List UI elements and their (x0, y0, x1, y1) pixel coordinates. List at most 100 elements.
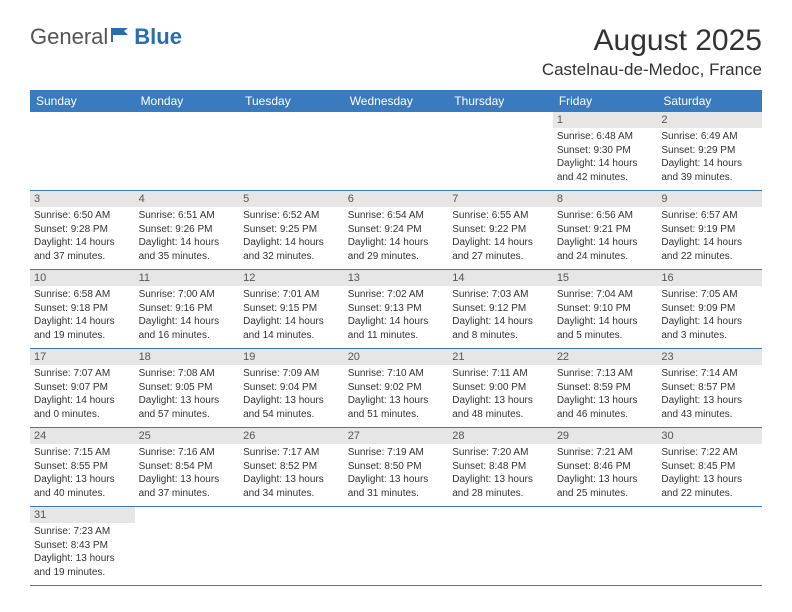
day-body: Sunrise: 7:16 AMSunset: 8:54 PMDaylight:… (135, 444, 240, 506)
day-body: Sunrise: 7:01 AMSunset: 9:15 PMDaylight:… (239, 286, 344, 348)
day-number: 11 (135, 270, 240, 286)
calendar-cell: 11Sunrise: 7:00 AMSunset: 9:16 PMDayligh… (135, 270, 240, 349)
day-number (239, 112, 344, 128)
day-number: 29 (553, 428, 658, 444)
day-number: 15 (553, 270, 658, 286)
calendar-cell (553, 507, 658, 586)
calendar-cell: 17Sunrise: 7:07 AMSunset: 9:07 PMDayligh… (30, 349, 135, 428)
day-body: Sunrise: 7:03 AMSunset: 9:12 PMDaylight:… (448, 286, 553, 348)
calendar-row: 31Sunrise: 7:23 AMSunset: 8:43 PMDayligh… (30, 507, 762, 586)
calendar-cell (239, 112, 344, 191)
day-number: 12 (239, 270, 344, 286)
calendar-row: 3Sunrise: 6:50 AMSunset: 9:28 PMDaylight… (30, 191, 762, 270)
calendar-cell: 14Sunrise: 7:03 AMSunset: 9:12 PMDayligh… (448, 270, 553, 349)
calendar-cell (135, 507, 240, 586)
day-body: Sunrise: 6:55 AMSunset: 9:22 PMDaylight:… (448, 207, 553, 269)
calendar-cell: 22Sunrise: 7:13 AMSunset: 8:59 PMDayligh… (553, 349, 658, 428)
day-number (239, 507, 344, 523)
day-body: Sunrise: 7:08 AMSunset: 9:05 PMDaylight:… (135, 365, 240, 427)
calendar-cell: 29Sunrise: 7:21 AMSunset: 8:46 PMDayligh… (553, 428, 658, 507)
day-body: Sunrise: 6:52 AMSunset: 9:25 PMDaylight:… (239, 207, 344, 269)
calendar-cell: 12Sunrise: 7:01 AMSunset: 9:15 PMDayligh… (239, 270, 344, 349)
day-number: 20 (344, 349, 449, 365)
day-number: 23 (657, 349, 762, 365)
logo-text-blue: Blue (134, 24, 182, 50)
day-body (239, 128, 344, 184)
day-number (657, 507, 762, 523)
calendar-cell: 5Sunrise: 6:52 AMSunset: 9:25 PMDaylight… (239, 191, 344, 270)
day-number: 27 (344, 428, 449, 444)
calendar-cell (30, 112, 135, 191)
day-number: 22 (553, 349, 658, 365)
day-body (239, 523, 344, 579)
day-number: 7 (448, 191, 553, 207)
day-body: Sunrise: 7:13 AMSunset: 8:59 PMDaylight:… (553, 365, 658, 427)
calendar-cell: 18Sunrise: 7:08 AMSunset: 9:05 PMDayligh… (135, 349, 240, 428)
day-body: Sunrise: 7:17 AMSunset: 8:52 PMDaylight:… (239, 444, 344, 506)
month-title: August 2025 (542, 24, 762, 58)
day-number: 24 (30, 428, 135, 444)
location: Castelnau-de-Medoc, France (542, 60, 762, 80)
day-number (448, 112, 553, 128)
day-body: Sunrise: 6:50 AMSunset: 9:28 PMDaylight:… (30, 207, 135, 269)
day-number: 26 (239, 428, 344, 444)
day-number (344, 112, 449, 128)
calendar-cell (344, 507, 449, 586)
day-body: Sunrise: 7:15 AMSunset: 8:55 PMDaylight:… (30, 444, 135, 506)
day-number: 10 (30, 270, 135, 286)
day-body (344, 128, 449, 184)
day-number: 19 (239, 349, 344, 365)
calendar-cell: 10Sunrise: 6:58 AMSunset: 9:18 PMDayligh… (30, 270, 135, 349)
calendar-body: 1Sunrise: 6:48 AMSunset: 9:30 PMDaylight… (30, 112, 762, 586)
calendar-cell (448, 507, 553, 586)
calendar-cell: 27Sunrise: 7:19 AMSunset: 8:50 PMDayligh… (344, 428, 449, 507)
day-number: 31 (30, 507, 135, 523)
day-number: 17 (30, 349, 135, 365)
day-body: Sunrise: 6:49 AMSunset: 9:29 PMDaylight:… (657, 128, 762, 190)
calendar-table: SundayMondayTuesdayWednesdayThursdayFrid… (30, 90, 762, 586)
day-number: 2 (657, 112, 762, 128)
day-body: Sunrise: 6:56 AMSunset: 9:21 PMDaylight:… (553, 207, 658, 269)
calendar-row: 10Sunrise: 6:58 AMSunset: 9:18 PMDayligh… (30, 270, 762, 349)
day-number: 9 (657, 191, 762, 207)
day-body: Sunrise: 7:22 AMSunset: 8:45 PMDaylight:… (657, 444, 762, 506)
weekday-header: Friday (553, 90, 658, 112)
flag-icon (110, 26, 132, 49)
calendar-cell: 2Sunrise: 6:49 AMSunset: 9:29 PMDaylight… (657, 112, 762, 191)
calendar-cell: 31Sunrise: 7:23 AMSunset: 8:43 PMDayligh… (30, 507, 135, 586)
calendar-cell (239, 507, 344, 586)
day-number (135, 507, 240, 523)
day-body: Sunrise: 6:51 AMSunset: 9:26 PMDaylight:… (135, 207, 240, 269)
day-number: 18 (135, 349, 240, 365)
day-body (553, 523, 658, 579)
day-body (448, 128, 553, 184)
calendar-cell (657, 507, 762, 586)
day-number: 8 (553, 191, 658, 207)
calendar-cell: 28Sunrise: 7:20 AMSunset: 8:48 PMDayligh… (448, 428, 553, 507)
day-body: Sunrise: 7:10 AMSunset: 9:02 PMDaylight:… (344, 365, 449, 427)
title-block: August 2025 Castelnau-de-Medoc, France (542, 24, 762, 80)
day-body: Sunrise: 7:23 AMSunset: 8:43 PMDaylight:… (30, 523, 135, 585)
day-body: Sunrise: 7:00 AMSunset: 9:16 PMDaylight:… (135, 286, 240, 348)
calendar-cell: 21Sunrise: 7:11 AMSunset: 9:00 PMDayligh… (448, 349, 553, 428)
calendar-cell: 3Sunrise: 6:50 AMSunset: 9:28 PMDaylight… (30, 191, 135, 270)
calendar-cell: 6Sunrise: 6:54 AMSunset: 9:24 PMDaylight… (344, 191, 449, 270)
logo-text-general: General (30, 24, 108, 50)
calendar-cell: 20Sunrise: 7:10 AMSunset: 9:02 PMDayligh… (344, 349, 449, 428)
calendar-cell: 7Sunrise: 6:55 AMSunset: 9:22 PMDaylight… (448, 191, 553, 270)
day-number: 1 (553, 112, 658, 128)
calendar-cell: 13Sunrise: 7:02 AMSunset: 9:13 PMDayligh… (344, 270, 449, 349)
day-number (553, 507, 658, 523)
day-number: 4 (135, 191, 240, 207)
weekday-header: Sunday (30, 90, 135, 112)
day-number: 3 (30, 191, 135, 207)
calendar-cell (344, 112, 449, 191)
day-body: Sunrise: 7:05 AMSunset: 9:09 PMDaylight:… (657, 286, 762, 348)
day-body: Sunrise: 7:19 AMSunset: 8:50 PMDaylight:… (344, 444, 449, 506)
day-body (135, 523, 240, 579)
day-body: Sunrise: 6:58 AMSunset: 9:18 PMDaylight:… (30, 286, 135, 348)
day-body: Sunrise: 7:07 AMSunset: 9:07 PMDaylight:… (30, 365, 135, 427)
calendar-cell: 9Sunrise: 6:57 AMSunset: 9:19 PMDaylight… (657, 191, 762, 270)
day-body (448, 523, 553, 579)
day-body: Sunrise: 6:54 AMSunset: 9:24 PMDaylight:… (344, 207, 449, 269)
